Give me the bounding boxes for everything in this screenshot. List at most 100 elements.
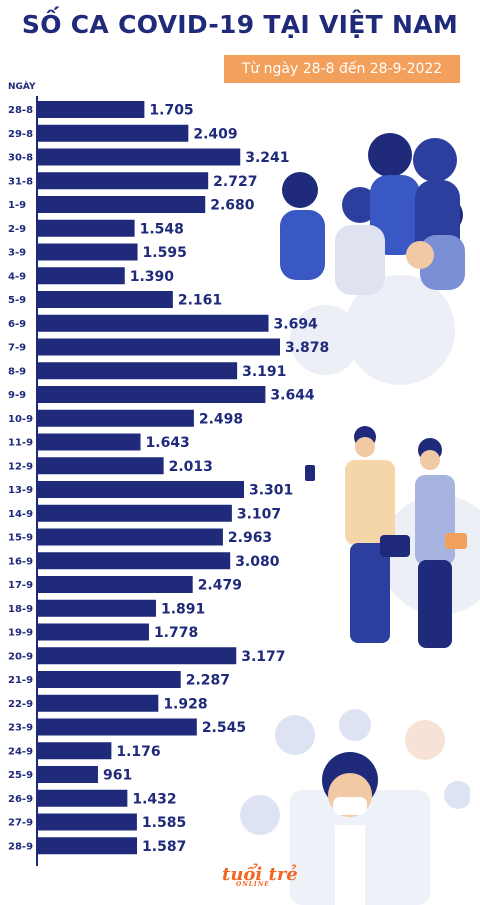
category-label: 10-9 — [8, 414, 33, 425]
category-label: 4-9 — [8, 271, 26, 282]
category-label: 17-9 — [8, 580, 33, 591]
category-label: 2-9 — [8, 224, 26, 235]
bar — [38, 172, 209, 190]
date-range-badge: Từ ngày 28-8 đến 28-9-2022 — [224, 55, 460, 83]
category-label: 13-9 — [8, 485, 33, 496]
data-label: 1.705 — [149, 103, 193, 119]
category-label: 31-8 — [8, 176, 33, 187]
bar — [38, 789, 128, 807]
bar — [38, 481, 244, 498]
bar — [38, 576, 193, 593]
logo-text: tuổi trẻ — [222, 864, 298, 885]
bar — [38, 837, 138, 855]
category-label: 15-9 — [8, 533, 33, 544]
bar — [38, 243, 138, 261]
data-label: 1.548 — [140, 221, 184, 237]
bar — [38, 362, 238, 380]
bar — [38, 433, 141, 451]
category-label: 25-9 — [8, 770, 33, 781]
bar — [38, 671, 181, 688]
bar — [38, 457, 164, 475]
data-label: 1.928 — [163, 696, 207, 712]
bar — [38, 124, 189, 142]
category-label: 22-9 — [8, 699, 33, 710]
bar — [38, 647, 237, 665]
data-label: 1.891 — [161, 601, 205, 617]
bar — [38, 291, 173, 308]
data-label: 3.694 — [274, 316, 319, 332]
category-label: 26-9 — [8, 794, 33, 805]
data-label: 1.595 — [143, 245, 187, 261]
bar — [38, 409, 194, 427]
category-label: 27-9 — [8, 818, 33, 829]
bar — [38, 552, 231, 570]
walking-couple-illustration — [305, 426, 480, 648]
bar — [38, 338, 280, 356]
data-label: 3.241 — [245, 150, 289, 166]
category-label: 21-9 — [8, 675, 33, 686]
category-label: 6-9 — [8, 319, 26, 330]
bar — [38, 148, 241, 166]
bar — [38, 599, 157, 617]
category-label: 20-9 — [8, 651, 33, 662]
data-label: 1.390 — [130, 269, 175, 285]
bar — [38, 101, 145, 118]
category-label: 16-9 — [8, 556, 33, 567]
data-label: 2.727 — [213, 174, 257, 190]
category-label: 12-9 — [8, 461, 33, 472]
y-axis-line — [36, 96, 38, 866]
category-label: 3-9 — [8, 248, 26, 259]
data-label: 1.587 — [142, 839, 186, 855]
category-label: 1-9 — [8, 200, 26, 211]
bar — [38, 314, 269, 332]
bar — [38, 267, 125, 285]
category-label: 19-9 — [8, 628, 33, 639]
data-label: 3.644 — [270, 388, 315, 404]
category-label: 8-9 — [8, 366, 26, 377]
data-label: 2.287 — [186, 673, 230, 689]
brand-logo: tuổi trẻ ONLINE — [222, 864, 298, 888]
data-label: 2.680 — [210, 198, 255, 214]
bar — [38, 528, 223, 546]
bar — [38, 742, 112, 760]
bar — [38, 196, 206, 213]
bar — [38, 504, 232, 522]
data-label: 3.177 — [241, 649, 285, 665]
data-label: 1.176 — [116, 744, 160, 760]
data-label: 2.161 — [178, 293, 222, 309]
bar — [38, 694, 159, 712]
bar — [38, 623, 149, 641]
bar — [38, 386, 266, 403]
category-label: 29-8 — [8, 129, 33, 140]
category-label: 24-9 — [8, 746, 33, 757]
data-label: 1.585 — [142, 815, 186, 831]
people-crowd-illustration — [280, 133, 465, 385]
data-label: 1.778 — [154, 625, 198, 641]
data-label: 2.963 — [228, 530, 272, 546]
category-label: 23-9 — [8, 723, 33, 734]
data-label: 2.013 — [169, 459, 213, 475]
bar — [38, 813, 137, 831]
bar — [38, 718, 197, 736]
data-label: 2.409 — [193, 126, 237, 142]
data-label: 3.080 — [235, 554, 280, 570]
data-label: 1.643 — [146, 435, 190, 451]
doctor-illustration — [240, 709, 470, 905]
data-label: 2.545 — [202, 720, 246, 736]
category-label: 14-9 — [8, 509, 33, 520]
data-label: 961 — [103, 768, 132, 784]
bar — [38, 766, 98, 783]
category-label: 28-8 — [8, 105, 33, 116]
data-label: 3.878 — [285, 340, 329, 356]
data-label: 2.498 — [199, 411, 243, 427]
chart-title: SỐ CA COVID-19 TẠI VIỆT NAM — [21, 10, 459, 39]
data-label: 1.432 — [132, 791, 176, 807]
data-label: 3.191 — [242, 364, 286, 380]
data-label: 2.479 — [198, 578, 242, 594]
category-label: 28-9 — [8, 841, 33, 852]
y-axis-label: NGÀY — [8, 82, 36, 92]
category-label: 30-8 — [8, 153, 33, 164]
logo-subtext: ONLINE — [236, 881, 270, 888]
category-label: 11-9 — [8, 438, 33, 449]
